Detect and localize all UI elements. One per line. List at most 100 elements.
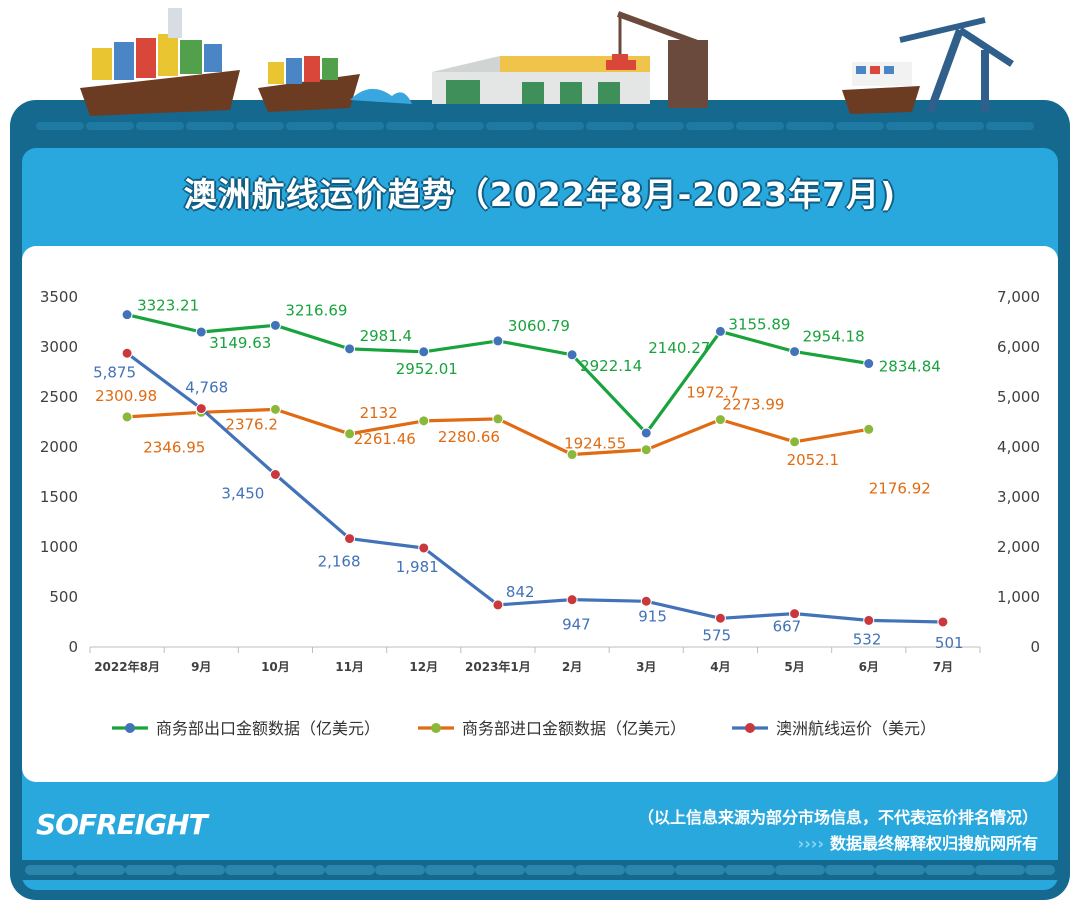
x-tick-label: 3月 bbox=[636, 660, 656, 674]
rights-note: 数据最终解释权归搜航网所有 bbox=[829, 834, 1038, 853]
export-data-point bbox=[492, 335, 504, 347]
export-data-label: 2834.84 bbox=[879, 358, 941, 376]
freight-series-line bbox=[126, 352, 943, 624]
cargo-ship-small-icon bbox=[258, 56, 412, 112]
export-data-point bbox=[195, 326, 207, 338]
freight-data-point bbox=[195, 403, 207, 415]
x-tick-label: 2023年1月 bbox=[465, 659, 531, 674]
export-data-point bbox=[121, 309, 133, 321]
sofreight-logo: SOFREIGHT bbox=[36, 808, 208, 841]
import-data-point bbox=[492, 413, 504, 425]
freight-data-point bbox=[937, 616, 949, 628]
freight-data-point bbox=[269, 469, 281, 480]
y-left-tick-label: 2500 bbox=[40, 388, 78, 406]
export-legend-label: 商务部出口金额数据（亿美元） bbox=[156, 719, 380, 738]
source-note: （以上信息来源为部分市场信息，不代表运价排名情况） bbox=[637, 808, 1038, 827]
import-data-label: 2052.1 bbox=[787, 451, 840, 469]
export-data-point bbox=[418, 346, 430, 358]
freight-data-label: 667 bbox=[773, 618, 802, 636]
import-data-point bbox=[269, 403, 281, 415]
x-tick-label: 5月 bbox=[784, 660, 804, 674]
x-tick-label: 11月 bbox=[335, 660, 364, 674]
ship-with-cranes-icon bbox=[842, 17, 1014, 114]
y-right-tick-label: 2,000 bbox=[997, 538, 1040, 556]
freight-data-point bbox=[566, 594, 578, 606]
import-data-label: 2176.92 bbox=[869, 479, 931, 497]
y-left-tick-label: 2000 bbox=[40, 438, 78, 456]
export-data-point bbox=[344, 343, 356, 355]
y-right-tick-label: 1,000 bbox=[997, 588, 1040, 606]
freight-data-point bbox=[121, 347, 133, 359]
cargo-ship-large-icon bbox=[80, 8, 240, 116]
freight-data-point bbox=[863, 614, 875, 626]
x-tick-label: 10月 bbox=[261, 660, 290, 674]
x-tick-label: 2月 bbox=[562, 660, 582, 674]
arrows-icon: ›››› bbox=[797, 834, 824, 853]
export-data-point bbox=[566, 349, 578, 361]
export-data-label: 3060.79 bbox=[508, 317, 570, 335]
export-data-label: 2140.27 bbox=[648, 339, 710, 357]
freight-data-point bbox=[714, 612, 726, 624]
import-data-point bbox=[863, 423, 875, 435]
chart-title: 澳洲航线运价趋势（2022年8月-2023年7月) bbox=[183, 175, 897, 214]
import-data-label: 2132 bbox=[360, 404, 398, 422]
freight-data-label: 575 bbox=[702, 626, 731, 644]
x-tick-label: 9月 bbox=[191, 660, 211, 674]
y-left-tick-label: 1500 bbox=[40, 488, 78, 506]
import-legend-marker bbox=[431, 723, 441, 733]
x-tick-label: 7月 bbox=[933, 660, 953, 674]
x-tick-label: 4月 bbox=[710, 660, 730, 674]
import-data-point bbox=[344, 428, 356, 440]
import-data-point bbox=[640, 444, 652, 456]
freight-data-label: 1,981 bbox=[396, 558, 439, 576]
import-data-point bbox=[566, 449, 578, 461]
freight-data-point bbox=[640, 595, 652, 607]
freight-data-label: 947 bbox=[562, 616, 591, 634]
logo-text: SOFREIGHT bbox=[36, 808, 208, 841]
freight-data-point bbox=[344, 533, 356, 545]
export-data-point bbox=[714, 325, 726, 337]
import-data-point bbox=[714, 414, 726, 426]
import-data-point bbox=[121, 411, 133, 423]
import-data-label: 2280.66 bbox=[438, 428, 500, 446]
y-left-tick-label: 3000 bbox=[40, 338, 78, 356]
freight-data-label: 5,875 bbox=[93, 363, 136, 381]
freight-data-point bbox=[418, 542, 430, 554]
freight-data-label: 3,450 bbox=[221, 485, 264, 503]
export-legend-marker bbox=[125, 723, 135, 733]
import-data-label: 2261.46 bbox=[354, 430, 416, 448]
export-data-label: 3155.89 bbox=[728, 315, 790, 333]
y-right-tick-label: 6,000 bbox=[997, 338, 1040, 356]
export-data-point bbox=[789, 346, 801, 358]
freight-data-label: 501 bbox=[935, 634, 964, 652]
import-data-label: 1972.7 bbox=[686, 384, 739, 402]
import-data-label: 2273.99 bbox=[722, 396, 784, 414]
export-data-label: 2981.4 bbox=[360, 327, 413, 345]
y-right-tick-label: 7,000 bbox=[997, 288, 1040, 306]
y-left-tick-label: 0 bbox=[68, 638, 78, 656]
export-data-label: 2954.18 bbox=[803, 328, 865, 346]
freight-legend-marker bbox=[745, 723, 755, 733]
import-data-label: 1924.55 bbox=[564, 435, 626, 453]
export-data-point bbox=[863, 358, 875, 370]
import-data-label: 2346.95 bbox=[143, 438, 205, 456]
import-data-point bbox=[418, 415, 430, 427]
export-data-point bbox=[269, 319, 281, 331]
port-crane-icon bbox=[612, 11, 708, 108]
warehouse-icon bbox=[432, 56, 650, 104]
y-right-tick-label: 0 bbox=[1030, 638, 1040, 656]
freight-data-label: 4,768 bbox=[185, 379, 228, 397]
import-data-point bbox=[789, 436, 801, 448]
y-right-tick-label: 4,000 bbox=[997, 438, 1040, 456]
freight-data-label: 915 bbox=[638, 607, 667, 625]
import-legend-label: 商务部进口金额数据（亿美元） bbox=[462, 719, 686, 738]
y-left-tick-label: 1000 bbox=[40, 538, 78, 556]
x-tick-label: 2022年8月 bbox=[94, 659, 160, 674]
freight-data-point bbox=[492, 599, 504, 611]
export-data-label: 3216.69 bbox=[285, 301, 347, 319]
import-data-label: 2376.2 bbox=[225, 415, 278, 433]
x-tick-label: 12月 bbox=[409, 660, 438, 674]
y-left-tick-label: 3500 bbox=[40, 288, 78, 306]
rights-note-row: ›››› 数据最终解释权归搜航网所有 bbox=[798, 830, 1038, 854]
